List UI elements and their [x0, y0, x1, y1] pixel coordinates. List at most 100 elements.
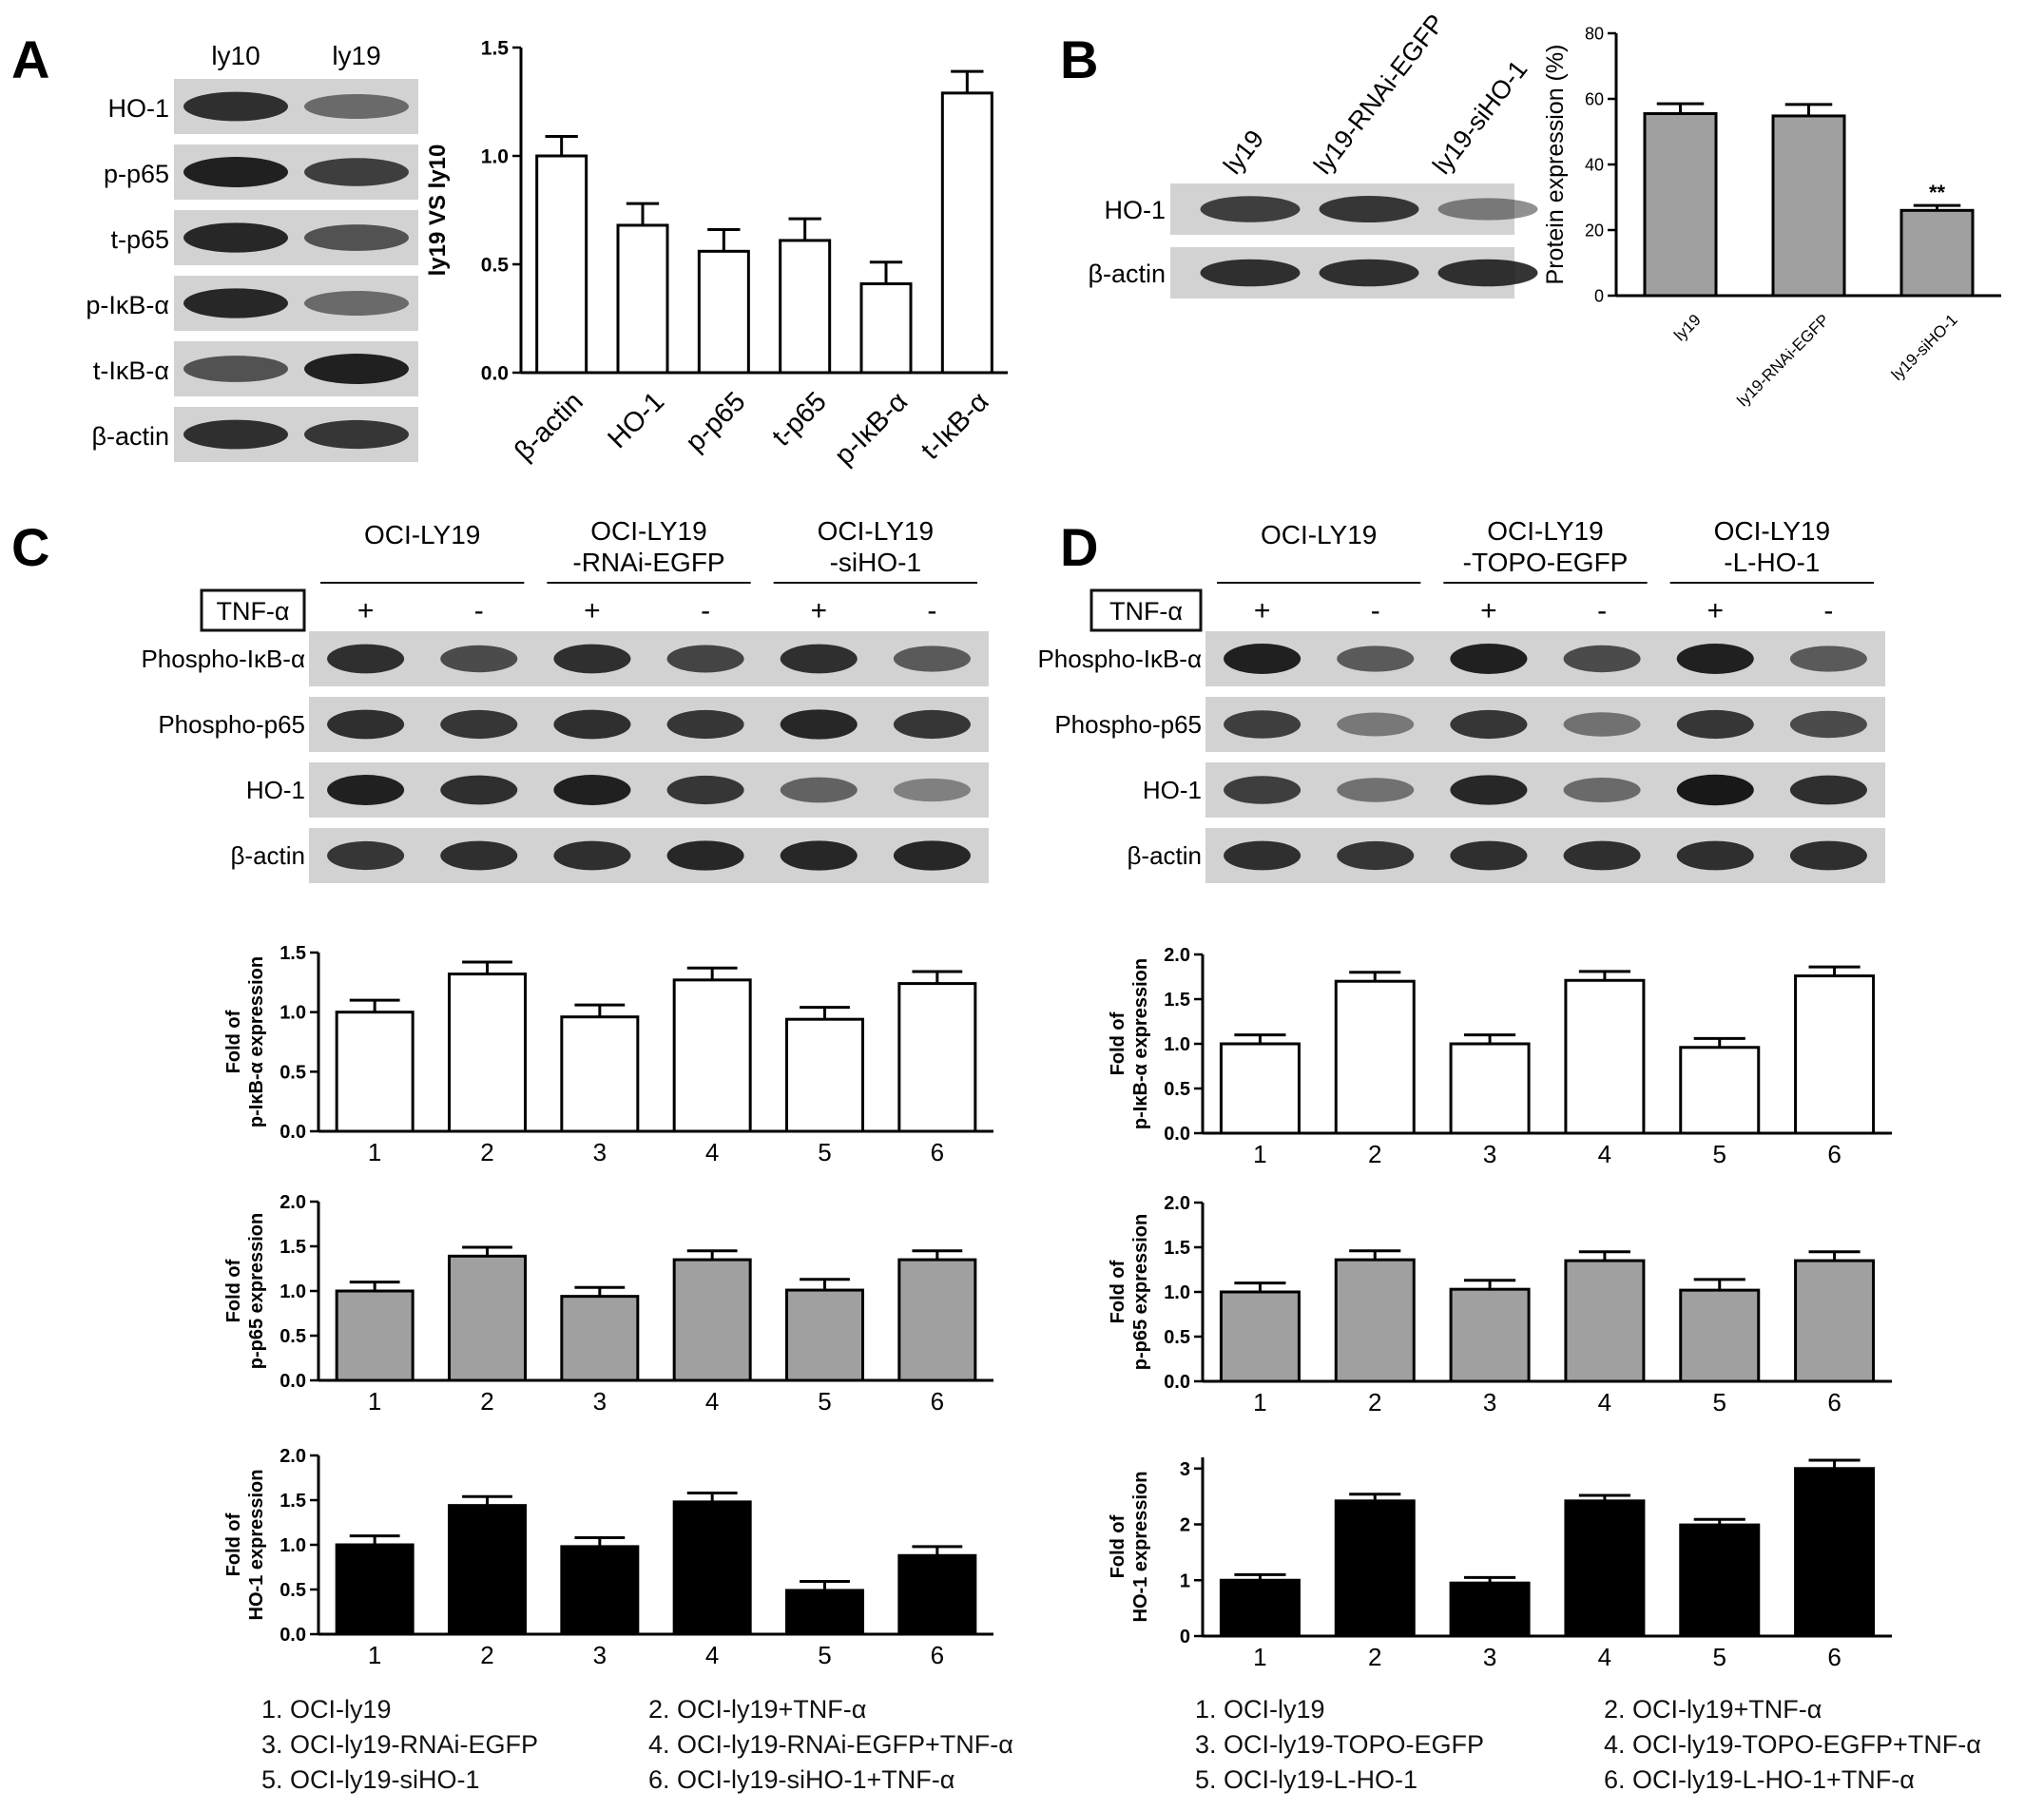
- panel-letter-b: B: [1060, 29, 1098, 89]
- blot-d-row-4-band-2: [1337, 840, 1415, 871]
- blot-c-row-4-strip: [309, 828, 989, 883]
- blot-d-group-label: OCI-LY19 -TOPO-EGFP: [1463, 516, 1629, 577]
- chart-c3-y-label: Fold of HO-1 expression: [223, 1470, 267, 1621]
- chart-a-bar: [940, 91, 993, 375]
- blot-c-row-1-band-4: [666, 645, 744, 673]
- chart-c1-bar: [897, 982, 977, 1133]
- blot-c-sign: +: [810, 595, 827, 626]
- chart-d1-bar: [1679, 1046, 1761, 1135]
- blot-a-row-label: t-IκB-α: [93, 356, 169, 385]
- blot-d-group-label: OCI-LY19 -L-HO-1: [1714, 516, 1830, 577]
- chart-d3-category-label: 2: [1368, 1643, 1381, 1671]
- blot-d-row-3-band-4: [1563, 777, 1641, 803]
- blot-d-group-label-line: OCI-LY19: [1714, 516, 1830, 546]
- blot-d-row-2-band-6: [1789, 710, 1867, 739]
- chart-d1-y-tick-label: 0.5: [1164, 1079, 1190, 1100]
- blot-d-row-3-band-1: [1224, 776, 1302, 804]
- chart-d2-y-tick-label: 0.0: [1164, 1372, 1190, 1393]
- chart-b-y-label-line: Protein expression (%): [1542, 45, 1569, 285]
- chart-c1-y-label: Fold of p-IκB-α expression: [223, 956, 267, 1127]
- blot-c-row-1-strip: [309, 631, 989, 686]
- blot-c-row-3-strip: [309, 762, 989, 818]
- blot-c-group-label-line: OCI-LY19: [364, 520, 480, 549]
- blot-c-row-1-band-5: [780, 644, 858, 674]
- blot-c-group-label-line: OCI-LY19: [818, 516, 934, 546]
- chart-c3-category-label: 2: [480, 1641, 493, 1669]
- western-blots: ly10 ly19HO-1p-p65t-p65p-IκB-αt-IκB-αβ-ac…: [86, 9, 1885, 883]
- chart-d1-category-label: 5: [1713, 1140, 1726, 1168]
- blot-d-row-3-band-2: [1337, 778, 1415, 802]
- chart-c1-y-label-line: p-IκB-α expression: [246, 956, 267, 1127]
- blot-c-sign: -: [474, 595, 484, 626]
- chart-d2-category-label: 1: [1253, 1388, 1266, 1416]
- blot-c-row-3-band-2: [440, 775, 518, 805]
- chart-c3-bar: [897, 1553, 977, 1636]
- chart-b-bar: [1771, 114, 1846, 298]
- panel-letters: A B C D: [11, 29, 1098, 577]
- blot-c-row-4-band-4: [666, 840, 744, 871]
- chart-c2-bar: [897, 1258, 977, 1382]
- chart-d2: 1 2 3 4 5 6 0.0 0.5 1.0 1.5 2.0 Fold of p-p65 expres…: [1108, 1193, 1892, 1416]
- chart-d2-y-tick-label: 1.0: [1164, 1282, 1190, 1303]
- legend-c-3: 3. OCI-ly19-RNAi-EGFP: [261, 1730, 539, 1759]
- chart-d3-bar: [1564, 1499, 1646, 1638]
- legend-d-6: 6. OCI-ly19-L-HO-1+TNF-α: [1604, 1765, 1915, 1794]
- blot-c-row-2-band-1: [327, 709, 405, 740]
- chart-c1-category-label: 6: [931, 1138, 944, 1166]
- blot-b-row-2-band-2: [1319, 259, 1419, 287]
- blot-d-sign: -: [1597, 595, 1607, 626]
- chart-c3-y-tick-label: 2.0: [280, 1446, 306, 1467]
- chart-c2-y-tick-label: 1.0: [280, 1281, 306, 1302]
- chart-c3-category-label: 6: [931, 1641, 944, 1669]
- chart-d3: 1 2 3 4 5 6 0 1 2 3 Fold of HO-1 expression: [1108, 1457, 1892, 1671]
- chart-c1-category-label: 1: [368, 1138, 381, 1166]
- blot-d-sign: +: [1480, 595, 1497, 626]
- blot-a-row-4-band-1: [183, 288, 288, 318]
- blot-c-sign: +: [357, 595, 375, 626]
- blot-c-row-4-band-6: [893, 840, 971, 871]
- blot-a-row-6-band-1: [183, 419, 288, 450]
- blot-c-row-3-band-5: [780, 777, 858, 803]
- chart-c2-category-label: 2: [480, 1387, 493, 1416]
- blot-d-row-4-strip: [1205, 828, 1885, 883]
- blot-c-treatment-box: [200, 588, 306, 632]
- chart-d2-category-label: 5: [1713, 1388, 1726, 1416]
- blot-d-group-label-line: OCI-LY19: [1261, 520, 1377, 549]
- blot-d-row-4-band-6: [1789, 840, 1867, 871]
- blot-c-row-label: β-actin: [230, 841, 305, 870]
- chart-c2: 1 2 3 4 5 6 0.0 0.5 1.0 1.5 2.0 Fold of p-p65 expres…: [223, 1192, 993, 1416]
- chart-d2-category-label: 4: [1598, 1388, 1611, 1416]
- chart-d3-y-tick-label: 3: [1180, 1459, 1190, 1480]
- chart-a-bar: [535, 154, 588, 375]
- blot-d-row-1-band-6: [1789, 645, 1867, 672]
- chart-d1-category-label: 3: [1483, 1140, 1496, 1168]
- blot-c-row-1-band-2: [440, 645, 518, 673]
- chart-d3-y-label-line: Fold of: [1108, 1514, 1128, 1578]
- chart-d1-y-tick-label: 1.5: [1164, 990, 1190, 1011]
- blot-c-row-3-band-3: [553, 775, 631, 805]
- chart-d1-category-label: 4: [1598, 1140, 1611, 1168]
- blot-b-row-2-band-3: [1437, 259, 1538, 287]
- blot-c-sign: +: [584, 595, 601, 626]
- blot-d-row-label: HO-1: [1143, 776, 1202, 804]
- chart-c2-category-label: 4: [705, 1387, 719, 1416]
- legend-c-4: 4. OCI-ly19-RNAi-EGFP+TNF-α: [648, 1730, 1013, 1759]
- legend-c-2: 2. OCI-ly19+TNF-α: [648, 1695, 867, 1724]
- legend-d-2: 2. OCI-ly19+TNF-α: [1604, 1695, 1822, 1724]
- blot-d-row-label: Phospho-IκB-α: [1037, 645, 1202, 673]
- chart-d2-category-label: 6: [1827, 1388, 1841, 1416]
- blot-a-row-label: p-p65: [104, 160, 169, 188]
- blot-d-row-2-band-1: [1224, 710, 1302, 739]
- blot-c-row-3-band-1: [327, 775, 405, 805]
- chart-b-category-label: ly19: [1670, 311, 1704, 344]
- blot-a-row-4-band-2: [304, 290, 409, 317]
- chart-d2-bar: [1679, 1288, 1761, 1383]
- blot-c-sign: -: [701, 595, 710, 626]
- blot-d-treatment-label: TNF-α: [1109, 597, 1183, 626]
- blot-d-row-2-band-4: [1563, 712, 1641, 737]
- chart-d2-y-tick-label: 0.5: [1164, 1327, 1190, 1348]
- chart-c1-bar: [448, 973, 527, 1133]
- chart-d3-y-label-line: HO-1 expression: [1130, 1472, 1151, 1623]
